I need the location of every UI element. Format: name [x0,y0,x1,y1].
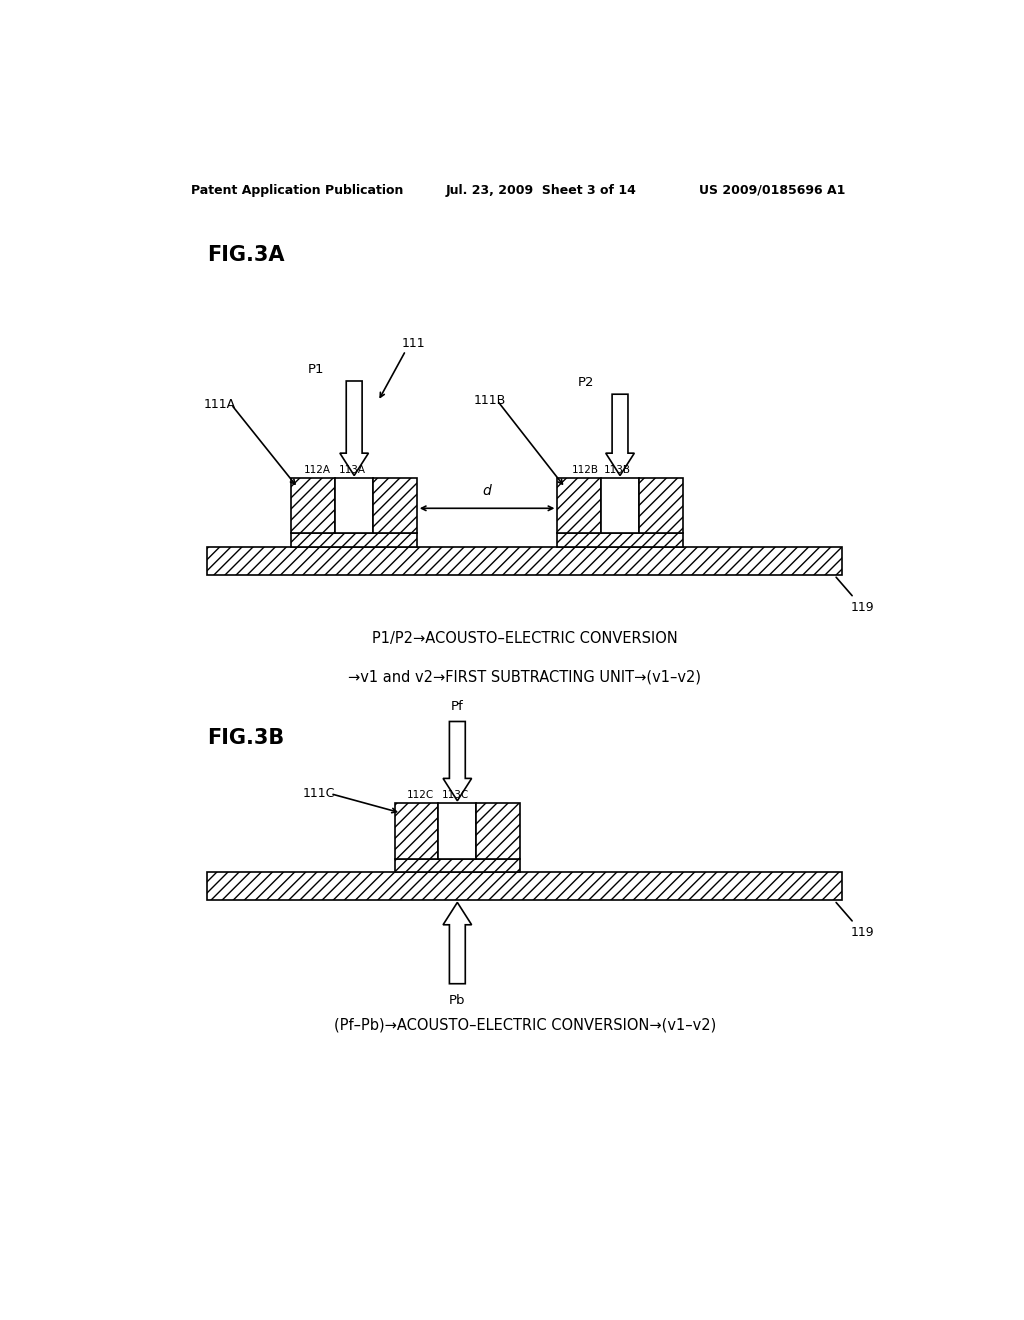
Bar [394,803,438,859]
Text: (Pf–Pb)→ACOUSTO–ELECTRIC CONVERSION→(v1–v2): (Pf–Pb)→ACOUSTO–ELECTRIC CONVERSION→(v1–… [334,1018,716,1032]
Text: US 2009/0185696 A1: US 2009/0185696 A1 [699,183,846,197]
Text: 111B: 111B [473,393,506,407]
Text: P2: P2 [578,376,594,389]
Bar [292,533,417,546]
Bar [601,478,639,533]
Text: FIG.3A: FIG.3A [207,244,285,265]
Bar [557,478,601,533]
Text: 112B: 112B [571,465,599,474]
Bar [207,873,843,900]
Text: 113A: 113A [339,465,367,474]
FancyArrow shape [606,395,634,475]
Bar [639,478,683,533]
Text: 111C: 111C [303,787,335,800]
Bar [373,478,417,533]
Text: Pf: Pf [451,701,464,713]
Text: 112A: 112A [304,465,331,474]
Bar [292,478,335,533]
Text: 119: 119 [837,577,873,614]
Text: Patent Application Publication: Patent Application Publication [191,183,403,197]
Text: 111A: 111A [204,397,236,411]
Text: d: d [482,484,492,498]
Bar [557,533,683,546]
Text: 119: 119 [837,903,873,939]
Text: 112C: 112C [408,789,434,800]
Text: FIG.3B: FIG.3B [207,727,285,747]
Text: 111: 111 [401,338,425,351]
Text: P1/P2→ACOUSTO–ELECTRIC CONVERSION: P1/P2→ACOUSTO–ELECTRIC CONVERSION [372,631,678,645]
Text: Pb: Pb [450,994,466,1007]
Bar [207,546,843,576]
Bar [476,803,520,859]
Text: 113C: 113C [442,789,470,800]
Bar [394,859,520,873]
Bar [335,478,373,533]
FancyArrow shape [443,722,472,801]
Text: →v1 and v2→FIRST SUBTRACTING UNIT→(v1–v2): →v1 and v2→FIRST SUBTRACTING UNIT→(v1–v2… [348,669,701,685]
Text: P1: P1 [307,363,324,376]
FancyArrow shape [340,381,369,475]
Text: Jul. 23, 2009  Sheet 3 of 14: Jul. 23, 2009 Sheet 3 of 14 [445,183,636,197]
Text: 113B: 113B [603,465,631,474]
Bar [438,803,476,859]
FancyArrow shape [443,903,472,983]
